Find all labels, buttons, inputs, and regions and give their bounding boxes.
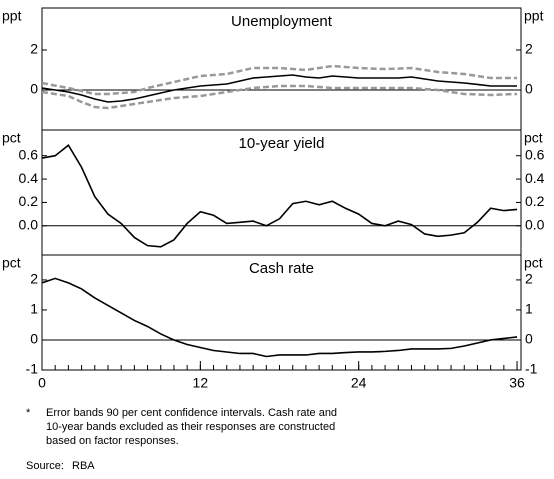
y-tick-label: 0 xyxy=(30,331,38,347)
panel-title: Cash rate xyxy=(249,260,314,277)
y-tick-label: 0 xyxy=(525,331,533,347)
unit-label: pct xyxy=(524,130,543,146)
source: RBA xyxy=(72,460,95,472)
y-tick-label: 2 xyxy=(30,41,38,57)
y-tick-label: 2 xyxy=(525,41,533,57)
x-tick-label: 0 xyxy=(38,375,46,391)
source-label: Source: xyxy=(26,460,64,472)
y-tick-label: 0.2 xyxy=(19,193,39,209)
y-tick-label: 0.6 xyxy=(19,146,39,162)
unit-label: pct xyxy=(524,255,543,271)
x-tick-label: 24 xyxy=(351,375,367,391)
footnote-text: Error bands 90 per cent confidence inter… xyxy=(46,407,338,447)
y-tick-label: 0.2 xyxy=(525,193,545,209)
response-line xyxy=(41,143,518,248)
y-tick-label: 0.6 xyxy=(525,146,545,162)
y-tick-label: 0 xyxy=(525,81,533,97)
unit-label: pct xyxy=(2,255,21,271)
response-line xyxy=(41,277,518,358)
panel-frame xyxy=(41,254,522,371)
y-tick-label: 0.0 xyxy=(525,216,545,232)
response-line xyxy=(41,74,518,103)
unit-label: ppt xyxy=(2,8,22,24)
error-band xyxy=(41,84,518,110)
y-tick-label: 0.0 xyxy=(19,216,39,232)
y-tick-label: -1 xyxy=(525,361,538,377)
y-tick-label: 0 xyxy=(30,81,38,97)
panel-title: 10-year yield xyxy=(239,135,325,152)
footnote-marker: * xyxy=(26,407,31,419)
y-tick-label: 0.4 xyxy=(525,170,545,186)
unit-label: ppt xyxy=(524,8,544,24)
error-band xyxy=(41,64,518,96)
y-tick-label: -1 xyxy=(26,361,39,377)
y-tick-label: 2 xyxy=(30,271,38,287)
x-tick-label: 12 xyxy=(193,375,209,391)
x-tick-label: 36 xyxy=(509,375,525,391)
y-tick-label: 2 xyxy=(525,271,533,287)
unit-label: pct xyxy=(2,130,21,146)
y-tick-label: 1 xyxy=(525,301,533,317)
y-tick-label: 1 xyxy=(30,301,38,317)
panel-title: Unemployment xyxy=(231,13,333,30)
y-tick-label: 0.4 xyxy=(19,170,39,186)
chart: Unemployment ppt ppt 0 0 2 2 10-year yield pct pc… xyxy=(2,7,545,391)
